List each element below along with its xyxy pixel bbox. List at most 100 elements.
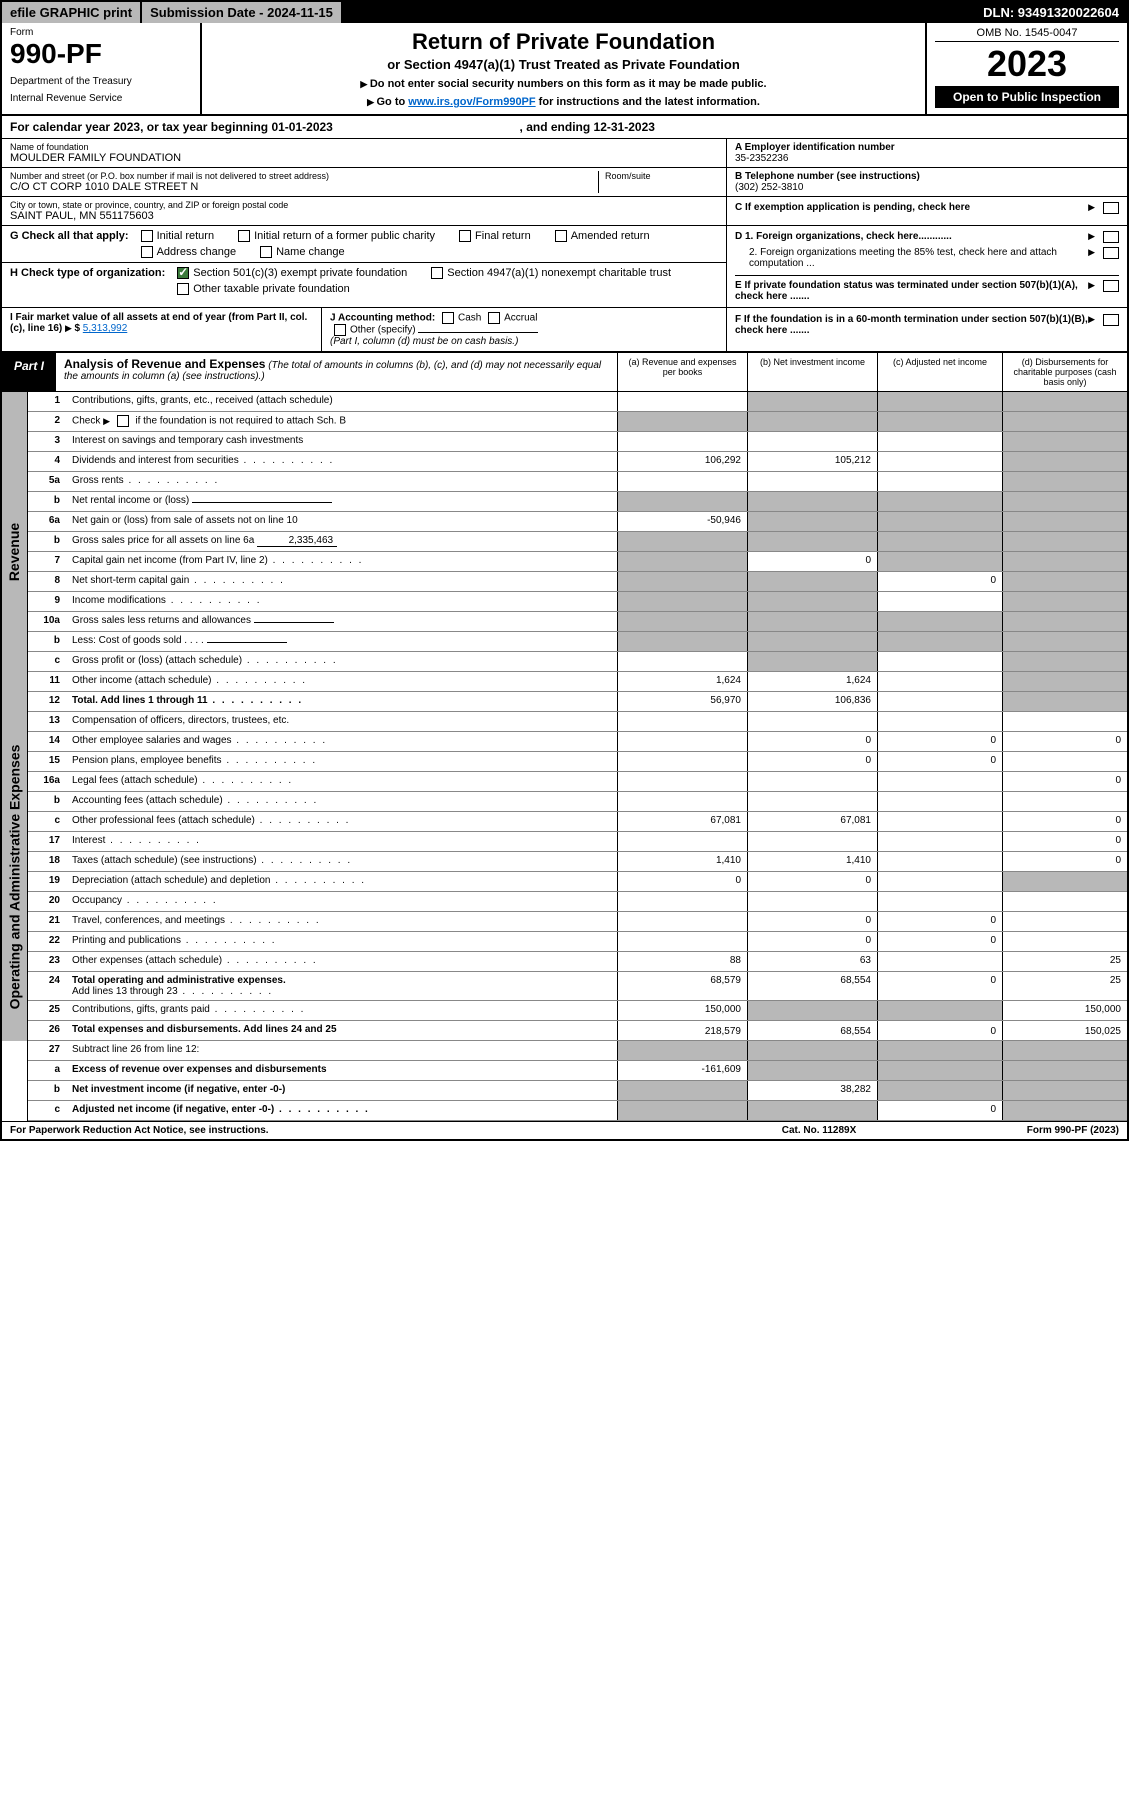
h-row: H Check type of organization: Section 50…: [2, 263, 726, 299]
r25-a: 150,000: [617, 1001, 747, 1020]
j-other: Other (specify): [350, 325, 416, 336]
g-label: G Check all that apply:: [10, 230, 129, 242]
r24-b: 68,554: [747, 972, 877, 1000]
j-accrual-checkbox[interactable]: [488, 312, 500, 324]
r8: Net short-term capital gain: [68, 572, 617, 591]
r14-c: 0: [877, 732, 1002, 751]
r14: Other employee salaries and wages: [68, 732, 617, 751]
topbar: efile GRAPHIC print Submission Date - 20…: [2, 2, 1127, 23]
dept-line1: Department of the Treasury: [10, 76, 192, 87]
form-title: Return of Private Foundation: [212, 29, 915, 55]
header-left: Form 990-PF Department of the Treasury I…: [2, 23, 202, 114]
form-subtitle: or Section 4947(a)(1) Trust Treated as P…: [212, 57, 915, 72]
g-name-checkbox[interactable]: [260, 246, 272, 258]
col-d-hdr: (d) Disbursements for charitable purpose…: [1002, 353, 1127, 391]
r27b-b: 38,282: [747, 1081, 877, 1100]
r15: Pension plans, employee benefits: [68, 752, 617, 771]
g-opt5: Address change: [157, 246, 237, 258]
calyear-mid: , and ending: [520, 120, 594, 134]
r21: Travel, conferences, and meetings: [68, 912, 617, 931]
g-final-checkbox[interactable]: [459, 230, 471, 242]
expenses-label: Operating and Administrative Expenses: [7, 744, 23, 1009]
part1-title-block: Analysis of Revenue and Expenses (The to…: [56, 353, 617, 391]
r11: Other income (attach schedule): [68, 672, 617, 691]
submission-date: Submission Date - 2024-11-15: [140, 2, 341, 23]
r10b: Less: Cost of goods sold . . . .: [68, 632, 617, 651]
room-label: Room/suite: [605, 171, 718, 181]
open-public-badge: Open to Public Inspection: [935, 86, 1119, 108]
f-checkbox[interactable]: [1103, 314, 1119, 326]
form-label: Form: [10, 27, 192, 38]
part1-header: Part I Analysis of Revenue and Expenses …: [2, 353, 1127, 392]
r23: Other expenses (attach schedule): [68, 952, 617, 971]
r17: Interest: [68, 832, 617, 851]
r16c: Other professional fees (attach schedule…: [68, 812, 617, 831]
r12-b: 106,836: [747, 692, 877, 711]
arrow-icon: [1088, 314, 1095, 325]
tax-year: 2023: [935, 46, 1119, 82]
r18-d: 0: [1002, 852, 1127, 871]
topbar-spacer: [341, 2, 975, 23]
r15-c: 0: [877, 752, 1002, 771]
j-other-line[interactable]: [418, 332, 538, 333]
d2-checkbox[interactable]: [1103, 247, 1119, 259]
g-initial-checkbox[interactable]: [141, 230, 153, 242]
phone-block: B Telephone number (see instructions) (3…: [727, 168, 1127, 197]
ein-label: A Employer identification number: [735, 142, 1119, 153]
e-row: E If private foundation status was termi…: [735, 275, 1119, 304]
foundation-name: MOULDER FAMILY FOUNDATION: [10, 152, 718, 164]
g-initial-former-checkbox[interactable]: [238, 230, 250, 242]
r10b-inline[interactable]: [207, 642, 287, 643]
r17-d: 0: [1002, 832, 1127, 851]
r11-b: 1,624: [747, 672, 877, 691]
d1-checkbox[interactable]: [1103, 231, 1119, 243]
g-address-checkbox[interactable]: [141, 246, 153, 258]
col-c-hdr: (c) Adjusted net income: [877, 353, 1002, 391]
c-checkbox[interactable]: [1103, 202, 1119, 214]
e-checkbox[interactable]: [1103, 280, 1119, 292]
r24-c: 0: [877, 972, 1002, 1000]
r16c-b: 67,081: [747, 812, 877, 831]
r9: Income modifications: [68, 592, 617, 611]
instr2-post: for instructions and the latest informat…: [536, 96, 760, 108]
d2-row: 2. Foreign organizations meeting the 85%…: [735, 245, 1119, 271]
foundation-addr: C/O CT CORP 1010 DALE STREET N: [10, 181, 598, 193]
h-opt2: Section 4947(a)(1) nonexempt charitable …: [447, 267, 671, 279]
efile-badge[interactable]: efile GRAPHIC print: [2, 2, 140, 23]
expenses-rows: 13Compensation of officers, directors, t…: [28, 712, 1127, 1041]
form-container: efile GRAPHIC print Submission Date - 20…: [0, 0, 1129, 1141]
fmv-link[interactable]: 5,313,992: [83, 323, 128, 334]
j-cash: Cash: [458, 313, 481, 324]
r26-d: 150,025: [1002, 1021, 1127, 1040]
h-4947-checkbox[interactable]: [431, 267, 443, 279]
r3: Interest on savings and temporary cash i…: [68, 432, 617, 451]
j-other-checkbox[interactable]: [334, 324, 346, 336]
g-options: Initial return Initial return of a forme…: [137, 230, 718, 258]
e-label: E If private foundation status was termi…: [735, 280, 1088, 302]
r26-c: 0: [877, 1021, 1002, 1040]
spacer: [2, 1041, 28, 1121]
g-amended-checkbox[interactable]: [555, 230, 567, 242]
r27a: Excess of revenue over expenses and disb…: [68, 1061, 617, 1080]
section-gh: G Check all that apply: Initial return I…: [2, 226, 1127, 308]
g-opt6: Name change: [276, 246, 345, 258]
h-501c3-checkbox[interactable]: [177, 267, 189, 279]
r10c: Gross profit or (loss) (attach schedule): [68, 652, 617, 671]
h-other-checkbox[interactable]: [177, 283, 189, 295]
name-label: Name of foundation: [10, 142, 718, 152]
j-cash-checkbox[interactable]: [442, 312, 454, 324]
section-gh-left: G Check all that apply: Initial return I…: [2, 226, 727, 307]
dln: DLN: 93491320022604: [975, 2, 1127, 23]
r10a-inline[interactable]: [254, 622, 334, 623]
r20: Occupancy: [68, 892, 617, 911]
r24-d: 25: [1002, 972, 1127, 1000]
irs-link[interactable]: www.irs.gov/Form990PF: [408, 96, 535, 108]
r5b-inline[interactable]: [192, 502, 332, 503]
r25-d: 150,000: [1002, 1001, 1127, 1020]
r2-checkbox[interactable]: [117, 415, 129, 427]
dept-line2: Internal Revenue Service: [10, 93, 192, 104]
foundation-name-block: Name of foundation MOULDER FAMILY FOUNDA…: [2, 139, 726, 168]
footer-center: Cat. No. 11289X: [719, 1125, 919, 1136]
r27: Subtract line 26 from line 12:: [68, 1041, 617, 1060]
r19-b: 0: [747, 872, 877, 891]
